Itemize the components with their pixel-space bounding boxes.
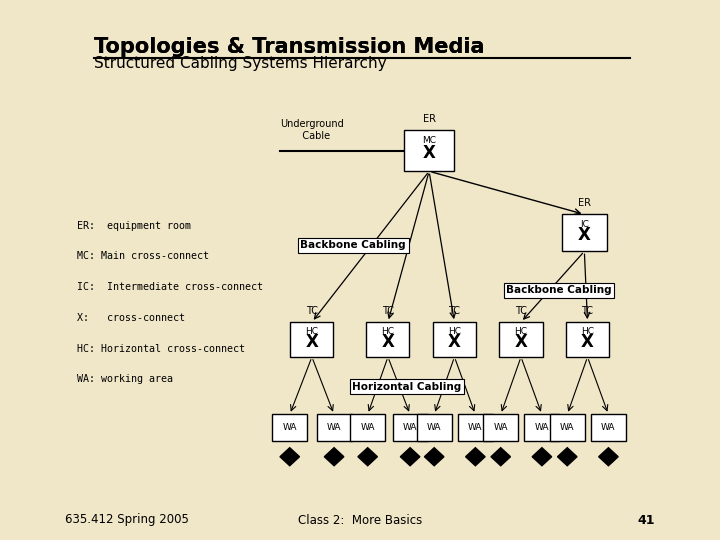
Text: TC: TC	[306, 306, 318, 315]
Text: HC: HC	[448, 327, 461, 336]
Polygon shape	[532, 448, 552, 465]
FancyBboxPatch shape	[350, 415, 385, 441]
FancyBboxPatch shape	[392, 415, 428, 441]
Text: X: X	[305, 333, 318, 350]
Text: X:   cross-connect: X: cross-connect	[78, 313, 186, 323]
Polygon shape	[400, 448, 420, 465]
Text: 635.412 Spring 2005: 635.412 Spring 2005	[65, 514, 189, 526]
Text: Backbone Cabling: Backbone Cabling	[506, 285, 612, 295]
Text: IC:  Intermediate cross-connect: IC: Intermediate cross-connect	[78, 282, 264, 292]
Text: X: X	[382, 333, 395, 350]
FancyBboxPatch shape	[524, 415, 559, 441]
Text: MC: MC	[422, 136, 436, 145]
Polygon shape	[324, 448, 344, 465]
FancyBboxPatch shape	[591, 415, 626, 441]
Polygon shape	[358, 448, 377, 465]
Text: ER: ER	[578, 198, 591, 208]
Text: X: X	[448, 333, 461, 350]
Polygon shape	[280, 448, 300, 465]
Text: Topologies & Transmission Media: Topologies & Transmission Media	[94, 37, 484, 57]
FancyBboxPatch shape	[433, 322, 476, 357]
Text: X: X	[578, 226, 591, 244]
Text: Underground
   Cable: Underground Cable	[280, 119, 343, 140]
FancyBboxPatch shape	[366, 322, 410, 357]
Text: IC: IC	[580, 220, 589, 229]
Polygon shape	[424, 448, 444, 465]
Text: TC: TC	[515, 306, 527, 315]
Text: WA: WA	[427, 423, 441, 433]
Text: WA: working area: WA: working area	[78, 374, 174, 384]
Text: WA: WA	[403, 423, 418, 433]
Text: X: X	[581, 333, 594, 350]
Text: Structured Cabling Systems Hierarchy: Structured Cabling Systems Hierarchy	[94, 56, 386, 71]
Text: HC: HC	[581, 327, 594, 336]
Text: X: X	[423, 144, 436, 162]
Text: Backbone Cabling: Backbone Cabling	[300, 240, 406, 250]
Text: X: X	[515, 333, 528, 350]
FancyBboxPatch shape	[272, 415, 307, 441]
Text: ER:  equipment room: ER: equipment room	[78, 220, 192, 231]
Text: WA: WA	[361, 423, 375, 433]
Text: WA: WA	[560, 423, 575, 433]
Text: Class 2:  More Basics: Class 2: More Basics	[298, 514, 422, 526]
Text: TC: TC	[382, 306, 394, 315]
Text: HC: Horizontal cross-connect: HC: Horizontal cross-connect	[78, 343, 246, 354]
Text: TC: TC	[449, 306, 461, 315]
FancyBboxPatch shape	[458, 415, 492, 441]
FancyBboxPatch shape	[550, 415, 585, 441]
Polygon shape	[598, 448, 618, 465]
Text: 41: 41	[638, 514, 655, 526]
FancyBboxPatch shape	[317, 415, 351, 441]
Text: WA: WA	[327, 423, 341, 433]
Polygon shape	[466, 448, 485, 465]
Text: HC: HC	[382, 327, 395, 336]
Text: WA: WA	[468, 423, 482, 433]
Text: WA: WA	[493, 423, 508, 433]
Text: WA: WA	[601, 423, 616, 433]
Text: HC: HC	[515, 327, 528, 336]
Polygon shape	[491, 448, 510, 465]
Text: MC: Main cross-connect: MC: Main cross-connect	[78, 251, 210, 261]
Text: Horizontal Cabling: Horizontal Cabling	[352, 382, 462, 392]
FancyBboxPatch shape	[483, 415, 518, 441]
FancyBboxPatch shape	[566, 322, 609, 357]
Text: HC: HC	[305, 327, 318, 336]
Polygon shape	[557, 448, 577, 465]
FancyBboxPatch shape	[404, 130, 454, 171]
Text: WA: WA	[282, 423, 297, 433]
FancyBboxPatch shape	[562, 214, 607, 251]
Text: ER: ER	[423, 114, 436, 124]
Text: WA: WA	[535, 423, 549, 433]
FancyBboxPatch shape	[417, 415, 451, 441]
Text: Topologies & Transmission Media: Topologies & Transmission Media	[94, 37, 484, 57]
Text: TC: TC	[582, 306, 593, 315]
FancyBboxPatch shape	[290, 322, 333, 357]
FancyBboxPatch shape	[500, 322, 543, 357]
